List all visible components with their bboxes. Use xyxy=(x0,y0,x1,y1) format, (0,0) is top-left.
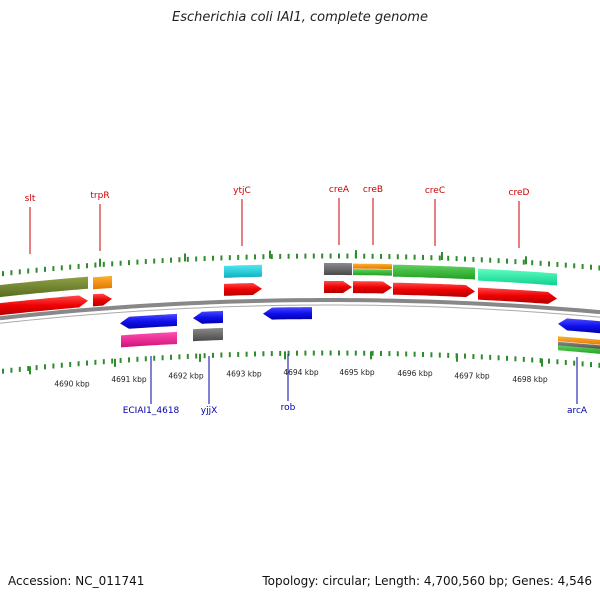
scale-label: 4692 kbp xyxy=(168,372,204,381)
scale-label: 4693 kbp xyxy=(226,369,262,378)
gene-band-ECIAI1_4618 xyxy=(121,331,177,348)
cds-arrow-trpR xyxy=(93,293,112,307)
gene-label-ytjC: ytjC xyxy=(233,186,251,196)
backbone-arc xyxy=(0,297,600,321)
gene-features xyxy=(0,263,600,354)
genome-summary-text: Topology: circular; Length: 4,700,560 bp… xyxy=(262,574,592,588)
gene-band-arcA-mid xyxy=(558,341,600,350)
cds-arrow-yjjX xyxy=(193,310,223,324)
cds-arrow-ytjC xyxy=(224,283,262,296)
gene-band-creC xyxy=(393,264,475,280)
gene-band-yjjX xyxy=(193,327,223,342)
scale-label: 4698 kbp xyxy=(512,375,548,384)
scale-label: 4691 kbp xyxy=(111,375,147,384)
cds-arrow-ECIAI1_4618 xyxy=(120,313,177,329)
cds-arrow-slt xyxy=(0,295,88,316)
cds-arrow-creC xyxy=(393,282,475,298)
gene-labels: slt trpR ytjC creA creB creC creD ECIAI1_4618 yj… xyxy=(25,185,588,416)
gene-band-creB-top xyxy=(353,263,392,270)
tick-marks xyxy=(2,250,600,375)
gene-band-arcA-top xyxy=(558,336,600,345)
scale-labels: 4690 kbp 4691 kbp 4692 kbp 4693 kbp 4694 kbp… xyxy=(54,368,548,388)
gene-label-yjjX: yjjX xyxy=(201,406,218,416)
gene-label-creA: creA xyxy=(329,185,350,195)
cds-arrow-creD xyxy=(478,287,557,304)
backbone-arc-inner xyxy=(0,304,600,324)
gene-band-creB-bottom xyxy=(353,269,392,276)
cds-arrow-creB xyxy=(353,281,392,294)
accession-text: Accession: NC_011741 xyxy=(8,574,145,588)
gene-band-trpR xyxy=(93,275,112,290)
scale-label: 4694 kbp xyxy=(283,368,319,377)
scale-label: 4695 kbp xyxy=(339,368,375,377)
map-title: Escherichia coli IAI1, complete genome xyxy=(172,10,428,25)
gene-band-creD xyxy=(478,268,557,286)
cds-arrow-rob xyxy=(263,307,312,320)
genome-backbone xyxy=(0,297,600,324)
gene-band-slt xyxy=(0,276,88,298)
gene-label-slt: slt xyxy=(25,194,36,204)
gene-label-trpR: trpR xyxy=(90,191,109,201)
gene-band-creA xyxy=(324,263,352,276)
scale-label: 4697 kbp xyxy=(454,371,490,380)
gene-label-rob: rob xyxy=(281,403,296,413)
gene-band-ytjC xyxy=(224,264,262,278)
scale-label: 4690 kbp xyxy=(54,379,90,388)
gene-label-creB: creB xyxy=(363,185,383,195)
cds-arrow-arcA xyxy=(558,318,600,334)
cds-arrow-creA xyxy=(324,281,352,293)
gene-label-creD: creD xyxy=(509,188,530,198)
scale-label: 4696 kbp xyxy=(397,369,433,378)
gene-label-ECIAI1_4618: ECIAI1_4618 xyxy=(123,406,180,416)
gene-label-arcA: arcA xyxy=(567,406,588,416)
gene-band-arcA-bottom xyxy=(558,345,600,354)
gene-label-creC: creC xyxy=(425,186,445,196)
